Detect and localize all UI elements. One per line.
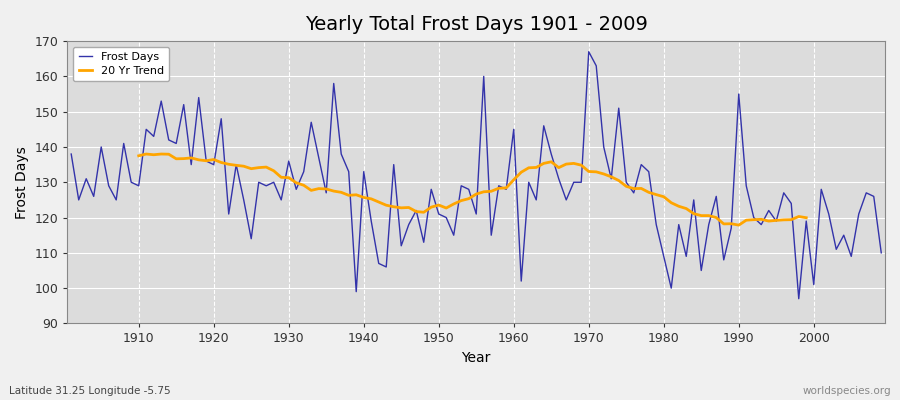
Frost Days bbox=[793, 296, 804, 301]
Frost Days bbox=[291, 187, 302, 192]
Frost Days bbox=[583, 49, 594, 54]
X-axis label: Year: Year bbox=[462, 351, 490, 365]
Title: Yearly Total Frost Days 1901 - 2009: Yearly Total Frost Days 1901 - 2009 bbox=[305, 15, 648, 34]
Line: 20 Yr Trend: 20 Yr Trend bbox=[139, 154, 806, 225]
Text: worldspecies.org: worldspecies.org bbox=[803, 386, 891, 396]
20 Yr Trend bbox=[734, 223, 744, 228]
20 Yr Trend bbox=[711, 215, 722, 220]
Y-axis label: Frost Days: Frost Days bbox=[15, 146, 29, 219]
Frost Days bbox=[500, 187, 511, 192]
Frost Days bbox=[336, 152, 346, 156]
20 Yr Trend bbox=[801, 215, 812, 220]
20 Yr Trend bbox=[230, 163, 241, 168]
Line: Frost Days: Frost Days bbox=[71, 52, 881, 299]
Frost Days bbox=[66, 152, 77, 156]
20 Yr Trend bbox=[606, 174, 616, 179]
20 Yr Trend bbox=[696, 213, 706, 218]
20 Yr Trend bbox=[133, 153, 144, 158]
Text: Latitude 31.25 Longitude -5.75: Latitude 31.25 Longitude -5.75 bbox=[9, 386, 171, 396]
20 Yr Trend bbox=[140, 152, 151, 156]
20 Yr Trend bbox=[786, 217, 796, 222]
Frost Days bbox=[606, 176, 616, 181]
Frost Days bbox=[508, 127, 519, 132]
Frost Days bbox=[876, 250, 886, 255]
Legend: Frost Days, 20 Yr Trend: Frost Days, 20 Yr Trend bbox=[73, 47, 169, 81]
Frost Days bbox=[126, 180, 137, 185]
20 Yr Trend bbox=[343, 193, 354, 198]
